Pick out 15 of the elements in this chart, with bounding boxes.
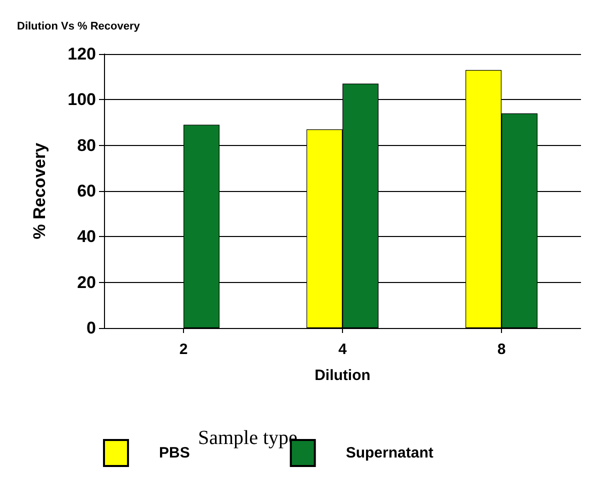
y-tick-label: 60 xyxy=(77,182,96,200)
y-axis-title: % Recovery xyxy=(30,142,49,240)
x-axis-title: Dilution xyxy=(314,367,370,384)
y-tick-label: 40 xyxy=(77,227,96,246)
chart-title: Dilution Vs % Recovery xyxy=(17,20,141,32)
y-tick-label: 0 xyxy=(86,318,96,338)
legend-label: Supernatant xyxy=(346,444,434,462)
x-tick-label: 4 xyxy=(338,341,348,358)
y-tick-label: 80 xyxy=(77,136,96,155)
x-tick-label: 8 xyxy=(497,341,506,358)
y-tick-label: 20 xyxy=(77,272,96,292)
y-tick-label: 100 xyxy=(68,90,96,110)
y-tick-label: 120 xyxy=(68,44,96,64)
legend-label: PBS xyxy=(159,444,190,462)
x-tick-label: 2 xyxy=(179,341,188,358)
